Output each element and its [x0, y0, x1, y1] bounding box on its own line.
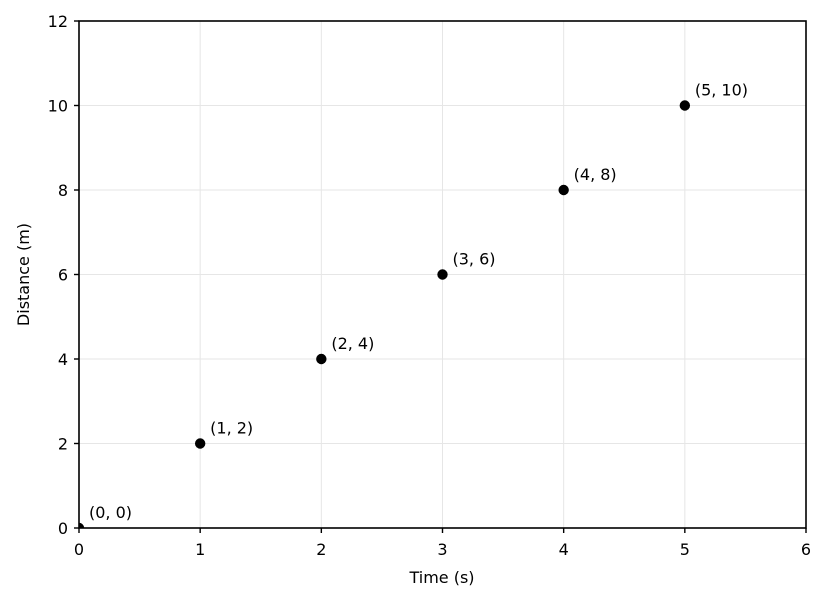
x-tick-label: 5 — [680, 540, 690, 559]
y-tick-label: 0 — [58, 519, 68, 538]
y-tick-label: 12 — [48, 12, 68, 31]
data-point-label: (5, 10) — [695, 81, 748, 100]
data-point-label: (2, 4) — [331, 334, 374, 353]
data-point — [679, 100, 691, 111]
data-point-label: (1, 2) — [210, 419, 253, 438]
y-axis-label: Distance (m) — [14, 223, 33, 326]
data-point-label: (3, 6) — [453, 250, 496, 269]
data-point — [194, 438, 206, 449]
x-tick-label: 4 — [559, 540, 569, 559]
x-axis-label: Time (s) — [408, 568, 474, 587]
data-point — [437, 269, 448, 280]
data-point-label: (4, 8) — [574, 165, 617, 184]
data-point — [79, 522, 85, 528]
y-tick-label: 2 — [58, 435, 68, 454]
y-tick-label: 4 — [58, 350, 68, 369]
x-tick-label: 1 — [195, 540, 205, 559]
x-tick-label: 6 — [801, 540, 811, 559]
x-tick-label: 3 — [437, 540, 447, 559]
data-point — [316, 353, 327, 365]
data-point-label: (0, 0) — [89, 503, 132, 522]
point-labels: (0, 0) (1, 2) (2, 4) (3, 6) (4, 8) (5, 10) — [89, 81, 748, 523]
y-tick-label: 8 — [58, 181, 68, 200]
data-point — [558, 184, 569, 196]
y-tick-label: 6 — [58, 266, 68, 285]
y-tick-label: 10 — [48, 97, 68, 116]
data-points — [79, 100, 691, 528]
x-tick-label: 2 — [316, 540, 326, 559]
x-tick-label: 0 — [74, 540, 84, 559]
